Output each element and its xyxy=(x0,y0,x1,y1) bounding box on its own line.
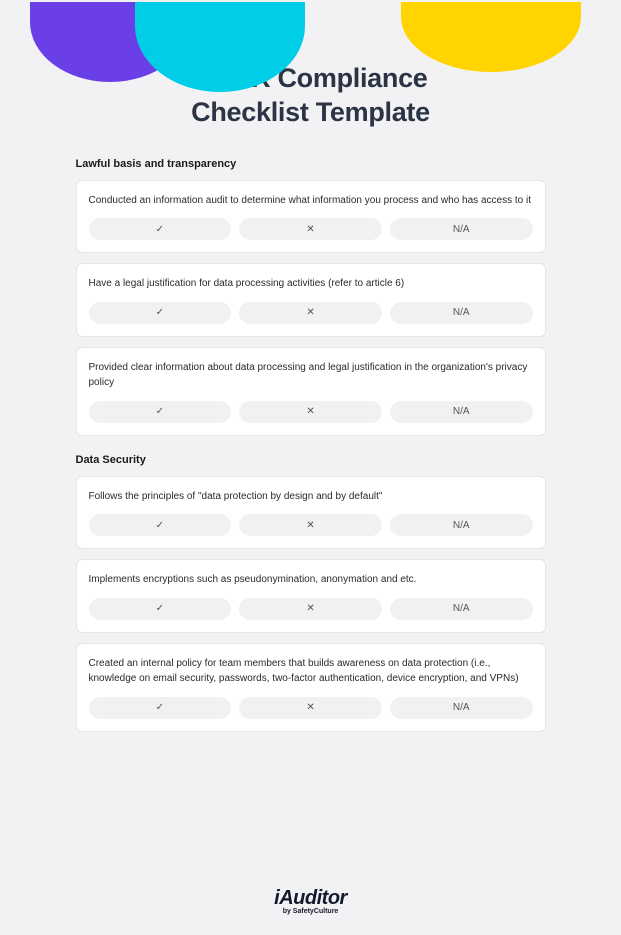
option-no[interactable]: ✕ xyxy=(239,697,382,719)
item-text: Have a legal justification for data proc… xyxy=(89,276,533,292)
section-heading: Lawful basis and transparency xyxy=(76,158,546,170)
option-no[interactable]: ✕ xyxy=(239,401,382,423)
option-row: ✓ ✕ N/A xyxy=(89,598,533,620)
option-na[interactable]: N/A xyxy=(390,218,533,240)
section-heading: Data Security xyxy=(76,454,546,466)
option-yes[interactable]: ✓ xyxy=(89,598,232,620)
option-row: ✓ ✕ N/A xyxy=(89,697,533,719)
section: Lawful basis and transparency Conducted … xyxy=(76,158,546,436)
option-no[interactable]: ✕ xyxy=(239,302,382,324)
title-line-2: Checklist Template xyxy=(191,97,430,127)
option-row: ✓ ✕ N/A xyxy=(89,401,533,423)
option-yes[interactable]: ✓ xyxy=(89,302,232,324)
item-text: Provided clear information about data pr… xyxy=(89,360,533,391)
item-text: Conducted an information audit to determ… xyxy=(89,193,533,209)
checklist-item: Implements encryptions such as pseudonym… xyxy=(76,559,546,633)
item-text: Implements encryptions such as pseudonym… xyxy=(89,572,533,588)
option-yes[interactable]: ✓ xyxy=(89,697,232,719)
checklist-item: Follows the principles of "data protecti… xyxy=(76,476,546,550)
option-no[interactable]: ✕ xyxy=(239,514,382,536)
item-text: Created an internal policy for team memb… xyxy=(89,656,533,687)
option-no[interactable]: ✕ xyxy=(239,598,382,620)
footer-logo: iAuditor by SafetyCulture xyxy=(0,887,621,915)
title-line-1: GDPR Compliance xyxy=(193,63,427,93)
option-yes[interactable]: ✓ xyxy=(89,514,232,536)
checklist-content: Lawful basis and transparency Conducted … xyxy=(76,158,546,732)
logo-byline: by SafetyCulture xyxy=(0,908,621,915)
page-title: GDPR Compliance Checklist Template xyxy=(0,62,621,130)
checklist-item: Provided clear information about data pr… xyxy=(76,347,546,436)
option-na[interactable]: N/A xyxy=(390,302,533,324)
checklist-item: Have a legal justification for data proc… xyxy=(76,263,546,337)
option-yes[interactable]: ✓ xyxy=(89,401,232,423)
option-yes[interactable]: ✓ xyxy=(89,218,232,240)
item-text: Follows the principles of "data protecti… xyxy=(89,489,533,505)
option-row: ✓ ✕ N/A xyxy=(89,218,533,240)
option-row: ✓ ✕ N/A xyxy=(89,302,533,324)
section: Data Security Follows the principles of … xyxy=(76,454,546,732)
checklist-item: Created an internal policy for team memb… xyxy=(76,643,546,732)
logo-brand: iAuditor xyxy=(0,887,621,910)
option-no[interactable]: ✕ xyxy=(239,218,382,240)
option-na[interactable]: N/A xyxy=(390,401,533,423)
checklist-item: Conducted an information audit to determ… xyxy=(76,180,546,254)
option-row: ✓ ✕ N/A xyxy=(89,514,533,536)
option-na[interactable]: N/A xyxy=(390,598,533,620)
option-na[interactable]: N/A xyxy=(390,514,533,536)
option-na[interactable]: N/A xyxy=(390,697,533,719)
